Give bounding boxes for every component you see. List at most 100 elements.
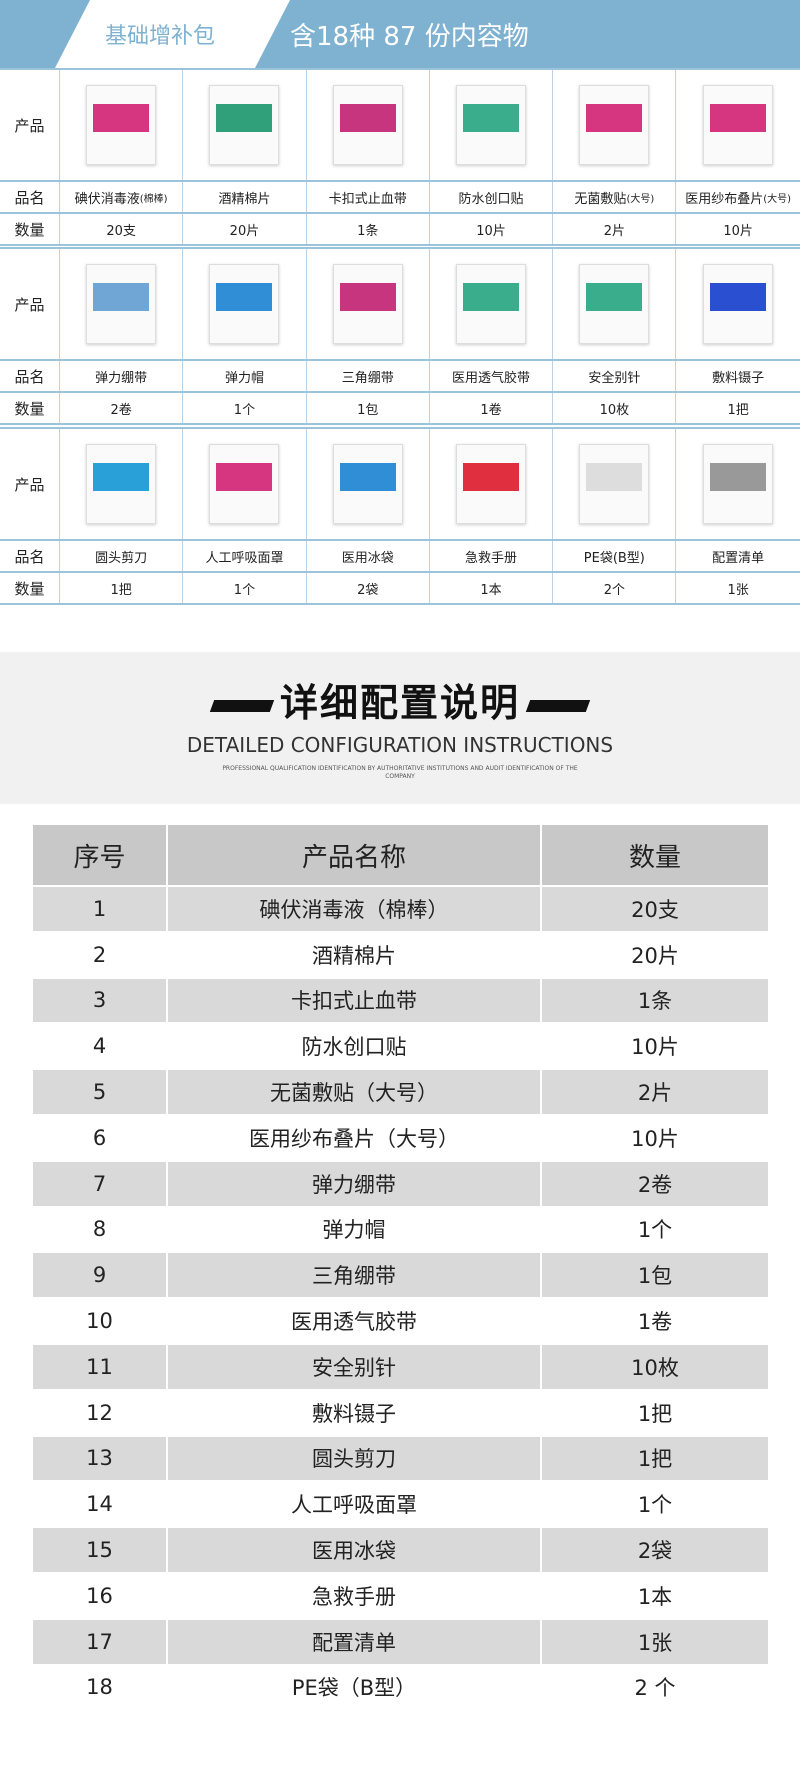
product-name-text: 配置清单 <box>712 550 765 566</box>
cell-index: 10 <box>31 1297 168 1345</box>
product-qty: 1把 <box>60 573 184 603</box>
product-image-cell <box>307 70 430 180</box>
cell-index: 1 <box>31 885 168 933</box>
cell-qty: 10片 <box>540 1022 770 1071</box>
product-grid-block: 产品 品名 圆头剪刀 人工呼吸面罩 医用冰袋 急救手册 PE袋(B型) 配置清单 数量 1把 1个 2… <box>0 427 800 605</box>
cell-qty: 20片 <box>540 930 770 979</box>
product-name: 无菌敷贴 (大号) <box>553 182 677 212</box>
cell-name: 酒精棉片 <box>166 930 542 979</box>
cell-qty: 10片 <box>540 1113 770 1162</box>
decor-bar-left <box>209 699 275 712</box>
cell-index: 6 <box>31 1113 168 1162</box>
cell-index: 7 <box>31 1159 168 1208</box>
product-qty: 1条 <box>307 214 430 244</box>
product-name: 弹力帽 <box>183 361 307 391</box>
product-image-row: 产品 <box>0 429 800 541</box>
kit-tab: 基础增补包 <box>55 0 290 68</box>
product-name-text: 酒精棉片 <box>218 191 271 207</box>
cell-index: 11 <box>31 1342 168 1391</box>
cell-index: 18 <box>31 1663 168 1712</box>
cell-qty: 10枚 <box>540 1342 770 1391</box>
product-image <box>703 264 774 344</box>
product-image-cell <box>676 429 799 539</box>
cell-index: 16 <box>31 1571 168 1620</box>
product-name-text: 无菌敷贴 <box>574 191 627 207</box>
product-image-cell <box>60 429 184 539</box>
product-image <box>456 85 527 165</box>
product-image <box>86 444 157 524</box>
cell-index: 12 <box>31 1388 168 1437</box>
row-label: 品名 <box>0 541 60 571</box>
product-qty: 2卷 <box>60 393 184 423</box>
decor-bar-right <box>525 699 591 712</box>
cell-name: 圆头剪刀 <box>166 1434 542 1483</box>
product-name: 三角绷带 <box>307 361 430 391</box>
cell-qty: 1个 <box>540 1480 770 1529</box>
cell-name: 弹力绷带 <box>166 1159 542 1208</box>
section-title-en: DETAILED CONFIGURATION INSTRUCTIONS <box>186 733 614 757</box>
cell-name: 无菌敷贴（大号） <box>166 1068 542 1116</box>
cell-name: 弹力帽 <box>166 1205 542 1254</box>
product-qty: 10片 <box>430 214 554 244</box>
product-qty: 1本 <box>430 573 554 603</box>
row-label: 数量 <box>0 573 60 603</box>
product-image-row: 产品 <box>0 249 800 361</box>
table-row: 12 敷料镊子 1把 <box>31 1388 770 1437</box>
cell-qty: 1张 <box>540 1617 770 1666</box>
product-image <box>332 264 403 344</box>
product-name-text: 圆头剪刀 <box>95 550 148 566</box>
product-name: 人工呼吸面罩 <box>183 541 307 571</box>
cell-qty: 1把 <box>540 1388 770 1437</box>
table-row: 4 防水创口贴 10片 <box>31 1022 770 1071</box>
cell-name: 三角绷带 <box>166 1251 542 1300</box>
product-image-cell <box>430 70 554 180</box>
product-name-row: 品名 碘伏消毒液 (棉棒) 酒精棉片 卡扣式止血带 防水创口贴 无菌敷贴 (大号) 医用纱布叠片… <box>0 182 800 214</box>
product-qty: 2个 <box>553 573 677 603</box>
product-image-row: 产品 <box>0 70 800 182</box>
product-name: 医用透气胶带 <box>430 361 554 391</box>
product-name-text: 人工呼吸面罩 <box>205 550 284 566</box>
table-row: 14 人工呼吸面罩 1个 <box>31 1480 770 1529</box>
product-name: 安全别针 <box>553 361 677 391</box>
cell-qty: 1条 <box>540 976 770 1025</box>
product-image-cell <box>553 70 677 180</box>
cell-index: 3 <box>31 976 168 1025</box>
table-row: 18 PE袋（B型） 2 个 <box>31 1663 770 1712</box>
product-image <box>86 264 157 344</box>
product-name: 卡扣式止血带 <box>307 182 430 212</box>
row-label: 产品 <box>0 70 60 180</box>
row-label: 产品 <box>0 249 60 359</box>
product-name-text: 敷料镊子 <box>712 370 765 386</box>
product-qty: 1包 <box>307 393 430 423</box>
product-name-text: 弹力帽 <box>224 370 264 386</box>
product-image <box>456 444 527 524</box>
table-row: 10 医用透气胶带 1卷 <box>31 1297 770 1345</box>
cell-qty: 2卷 <box>540 1159 770 1208</box>
section-subtitle: PROFESSIONAL QUALIFICATION IDENTIFICATIO… <box>222 765 578 780</box>
col-header-qty: 数量 <box>540 823 770 887</box>
cell-name: 医用纱布叠片（大号） <box>166 1113 542 1162</box>
product-image-cell <box>60 70 184 180</box>
cell-qty: 1卷 <box>540 1297 770 1345</box>
cell-index: 4 <box>31 1022 168 1071</box>
product-name: 医用冰袋 <box>307 541 430 571</box>
product-qty: 1个 <box>183 573 307 603</box>
product-qty: 1个 <box>183 393 307 423</box>
cell-qty: 1把 <box>540 1434 770 1483</box>
table-row: 15 医用冰袋 2袋 <box>31 1526 770 1574</box>
cell-name: 医用冰袋 <box>166 1526 542 1574</box>
cell-index: 13 <box>31 1434 168 1483</box>
product-name: 碘伏消毒液 (棉棒) <box>60 182 184 212</box>
product-qty-row: 数量 2卷 1个 1包 1卷 10枚 1把 <box>0 393 800 425</box>
cell-qty: 1个 <box>540 1205 770 1254</box>
table-row: 2 酒精棉片 20片 <box>31 930 770 979</box>
cell-name: 急救手册 <box>166 1571 542 1620</box>
table-row: 7 弹力绷带 2卷 <box>31 1159 770 1208</box>
table-row: 9 三角绷带 1包 <box>31 1251 770 1300</box>
table-row: 8 弹力帽 1个 <box>31 1205 770 1254</box>
product-name-text: 医用纱布叠片 <box>685 191 764 207</box>
product-image-cell <box>307 429 430 539</box>
table-row: 6 医用纱布叠片（大号） 10片 <box>31 1113 770 1162</box>
product-image <box>579 85 650 165</box>
product-qty-row: 数量 20支 20片 1条 10片 2片 10片 <box>0 214 800 246</box>
